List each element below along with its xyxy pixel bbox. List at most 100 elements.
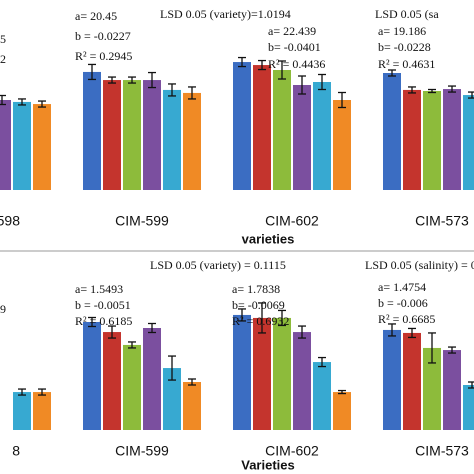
annotation: LSD 0.05 (sa xyxy=(375,7,439,21)
bar xyxy=(83,71,101,190)
annotation: b= -0.0069 xyxy=(232,298,285,312)
error-bar xyxy=(428,88,436,94)
bar xyxy=(253,317,271,430)
bar xyxy=(123,80,141,190)
bar xyxy=(313,362,331,430)
x-tick-label: CIM-602 xyxy=(265,213,319,229)
error-bar xyxy=(468,381,474,389)
bar xyxy=(443,89,461,190)
error-bar xyxy=(298,325,306,339)
bar xyxy=(423,347,441,430)
error-bar xyxy=(388,69,396,77)
annotation: b = -0.006 xyxy=(378,296,428,310)
annotation: R² = 0.4631 xyxy=(378,57,435,71)
annotation: R² = 0.6685 xyxy=(378,312,435,326)
x-tick-label: CIM-573 xyxy=(415,443,469,459)
error-bar xyxy=(338,389,346,395)
annotation: R² = 0.4436 xyxy=(268,57,325,71)
bar xyxy=(293,332,311,430)
error-bar xyxy=(108,76,116,84)
bar xyxy=(103,80,121,190)
error-bar xyxy=(298,75,306,95)
annotation: LSD 0.05 (salinity) = 0. xyxy=(365,258,474,272)
error-bar xyxy=(188,86,196,100)
annotation: R² = 0.6185 xyxy=(75,314,132,328)
x-tick-label: CIM-599 xyxy=(115,443,169,459)
bar xyxy=(273,70,291,190)
bar xyxy=(0,100,11,190)
bar xyxy=(383,329,401,430)
error-bar xyxy=(88,63,96,81)
error-bar xyxy=(338,91,346,109)
error-bar xyxy=(258,59,266,71)
error-bar xyxy=(168,355,176,381)
bar xyxy=(13,392,31,430)
error-bar xyxy=(18,98,26,106)
error-bar xyxy=(0,94,6,106)
error-bar xyxy=(148,71,156,89)
bar xyxy=(383,73,401,190)
bar xyxy=(463,385,474,430)
error-bar xyxy=(238,308,246,322)
annotation: R² = 0.2945 xyxy=(75,49,132,63)
annotation: LSD 0.05 (variety) = 0.1115 xyxy=(150,258,286,272)
bar xyxy=(233,62,251,190)
error-bar xyxy=(88,316,96,328)
error-bar xyxy=(128,341,136,349)
bar xyxy=(103,332,121,430)
x-axis-label: Varieties xyxy=(241,457,295,472)
bar xyxy=(123,344,141,430)
x-tick-label: 598 xyxy=(0,213,20,229)
error-bar xyxy=(168,83,176,97)
annotation: 5 xyxy=(0,32,6,46)
annotation: b = -0.0051 xyxy=(75,298,131,312)
error-bar xyxy=(108,325,116,339)
error-bar xyxy=(318,356,326,368)
error-bar xyxy=(388,323,396,337)
bar xyxy=(163,89,181,190)
x-tick-label: CIM-602 xyxy=(265,443,319,459)
annotation: 2 xyxy=(0,52,6,66)
bar xyxy=(333,100,351,190)
bar xyxy=(33,104,51,190)
annotation: b= -0.0228 xyxy=(378,40,431,54)
bar xyxy=(143,328,161,430)
error-bar xyxy=(408,86,416,94)
bar xyxy=(183,382,201,430)
annotation: a= 19.186 xyxy=(378,24,426,38)
annotation: a= 1.4754 xyxy=(378,280,426,294)
bar xyxy=(13,101,31,190)
error-bar xyxy=(38,100,46,108)
x-tick-label: CIM-573 xyxy=(415,213,469,229)
error-bar xyxy=(258,302,266,334)
error-bar xyxy=(38,388,46,396)
bar xyxy=(253,65,271,190)
bar xyxy=(423,91,441,190)
annotation: a= 1.7838 xyxy=(232,282,280,296)
error-bar xyxy=(278,309,286,327)
error-bar xyxy=(18,388,26,396)
bar xyxy=(163,368,181,430)
annotation: a= 1.5493 xyxy=(75,282,123,296)
bar xyxy=(183,92,201,190)
bar xyxy=(313,82,331,190)
annotation: b = -0.0227 xyxy=(75,29,131,43)
x-axis-label: varieties xyxy=(242,231,295,246)
error-bar xyxy=(238,56,246,68)
bar xyxy=(233,314,251,430)
bar xyxy=(143,80,161,190)
error-bar xyxy=(278,60,286,80)
bar xyxy=(443,350,461,430)
annotation: a= 20.45 xyxy=(75,9,117,23)
bar xyxy=(463,95,474,190)
bar xyxy=(33,392,51,430)
bar xyxy=(83,322,101,430)
error-bar xyxy=(408,327,416,339)
bar xyxy=(273,317,291,430)
annotation: LSD 0.05 (variety)=1.0194 xyxy=(160,7,291,21)
error-bar xyxy=(428,332,436,364)
bar xyxy=(333,392,351,430)
x-tick-label: CIM-599 xyxy=(115,213,169,229)
error-bar xyxy=(188,378,196,386)
